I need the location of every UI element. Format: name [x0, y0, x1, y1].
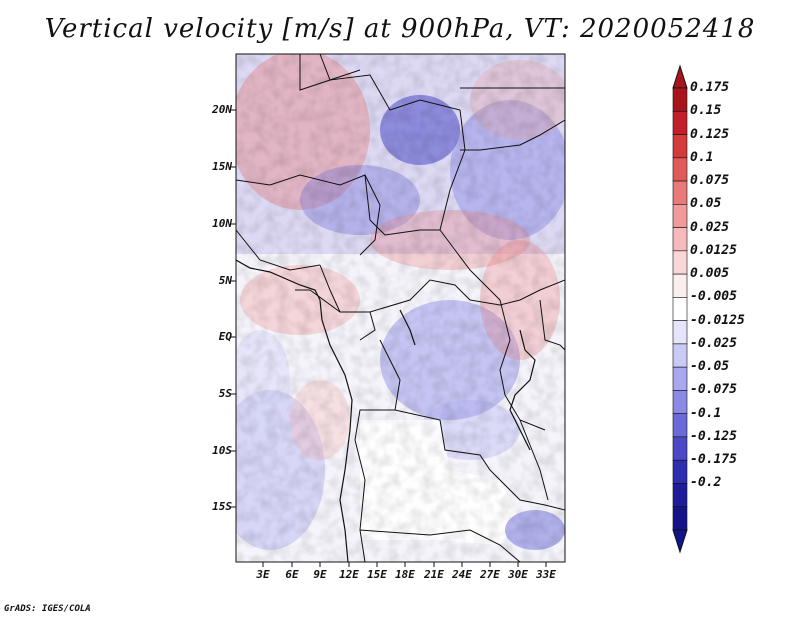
lat-label-eq: EQ [218, 330, 232, 343]
colorbar-segment [672, 459, 688, 484]
colorbar-segment [672, 320, 688, 345]
lon-label-12e: 12E [339, 568, 359, 581]
map-title: Vertical velocity [m/s] at 900hPa, VT: 2… [44, 14, 756, 44]
lat-label-20n: 20N [212, 103, 232, 116]
colorbar-segment [672, 297, 688, 321]
lon-label-30e: 30E [508, 568, 528, 581]
colorbar-segment [672, 180, 688, 205]
lon-label-33e: 33E [536, 568, 556, 581]
colorbar-segment [672, 483, 688, 508]
colorbar-segment [672, 343, 688, 368]
colorbar-level-label: 0.05 [690, 196, 722, 212]
colorbar-level-label: -0.075 [690, 382, 737, 398]
axis-ticks [231, 109, 547, 567]
colorbar-level-label: -0.175 [690, 452, 737, 468]
colorbar-segment [672, 273, 688, 298]
colorbar-segment [672, 157, 688, 182]
map-frame [235, 53, 566, 563]
colorbar-segment [672, 413, 688, 438]
colorbar-level-label: 0.0125 [690, 242, 737, 258]
lat-label-15n: 15N [212, 160, 232, 173]
colorbar-level-label: 0.15 [690, 103, 722, 119]
colorbar-top-arrow [672, 64, 688, 89]
colorbar-segment [672, 204, 688, 228]
colorbar [672, 64, 688, 554]
grads-credit: GrADS: IGES/COLA [4, 604, 91, 614]
velocity-field [236, 54, 565, 562]
lon-label-9e: 9E [313, 568, 327, 581]
colorbar-level-label: -0.005 [690, 289, 737, 305]
colorbar-segment [672, 134, 688, 159]
colorbar-segment [672, 250, 688, 275]
colorbar-level-label: 0.075 [690, 173, 730, 189]
colorbar-level-label: -0.025 [690, 335, 737, 351]
colorbar-level-label: 0.1 [690, 149, 714, 165]
colorbar-level-label: 0.025 [690, 219, 730, 235]
colorbar-level-label: -0.1 [690, 405, 722, 421]
lat-label-5s: 5S [218, 387, 232, 400]
colorbar-segment [672, 110, 688, 135]
country-borders [236, 54, 565, 562]
lon-label-15e: 15E [367, 568, 387, 581]
lon-label-24e: 24E [452, 568, 472, 581]
colorbar-level-label: -0.0125 [690, 312, 745, 328]
colorbar-level-label: 0.175 [690, 80, 730, 95]
colorbar-bottom-arrow [672, 529, 688, 554]
colorbar-segment [672, 436, 688, 461]
colorbar-level-label: 0.125 [690, 126, 730, 142]
lon-label-6e: 6E [285, 568, 299, 581]
colorbar-segment [672, 506, 688, 531]
lat-label-15s: 15S [212, 500, 232, 513]
colorbar-segment [672, 87, 688, 112]
colorbar-segment [672, 390, 688, 414]
lat-label-10n: 10N [212, 217, 232, 230]
lon-label-18e: 18E [395, 568, 415, 581]
lat-label-5n: 5N [218, 274, 232, 287]
lon-label-27e: 27E [480, 568, 500, 581]
coastline [236, 259, 536, 562]
colorbar-level-label: -0.2 [690, 475, 722, 491]
colorbar-level-label: -0.125 [690, 428, 737, 444]
colorbar-segment [672, 227, 688, 252]
colorbar-level-label: -0.05 [690, 359, 730, 375]
lat-label-10s: 10S [212, 444, 232, 457]
lon-label-3e: 3E [256, 568, 270, 581]
lon-label-21e: 21E [424, 568, 444, 581]
colorbar-segment [672, 366, 688, 391]
colorbar-level-label: 0.005 [690, 266, 730, 282]
